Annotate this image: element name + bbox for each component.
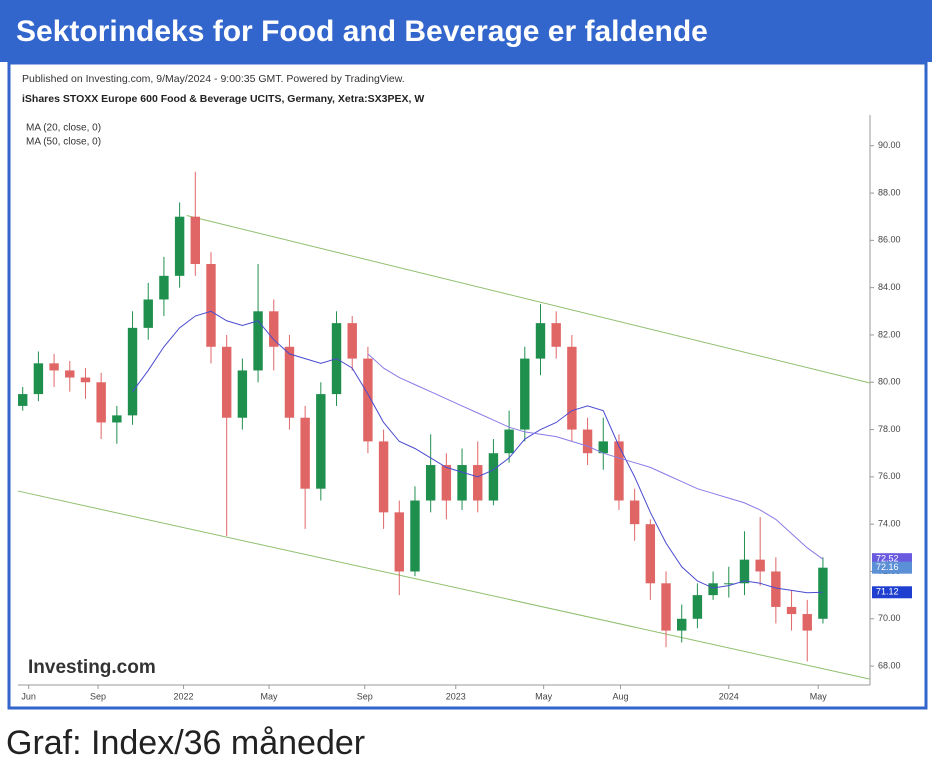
y-tick-label: 82.00 [878, 329, 901, 339]
x-tick-label: 2022 [174, 691, 194, 701]
x-tick-label: 2024 [719, 691, 739, 701]
y-tick-label: 74.00 [878, 519, 901, 529]
candle-body [221, 346, 232, 418]
candle-body [677, 618, 687, 631]
candle-body [661, 583, 671, 631]
price-label: 72.52 [876, 554, 899, 564]
title: Sektorindeks for Food and Beverage er fa… [16, 15, 708, 48]
candle-body [49, 363, 59, 371]
title-bar [0, 0, 932, 62]
candle-body [755, 559, 765, 572]
channel-line [17, 490, 871, 680]
candle-body [65, 370, 75, 378]
candle-body [269, 311, 279, 347]
y-tick-label: 80.00 [878, 377, 901, 387]
x-tick-label: Jun [21, 691, 36, 701]
candle-body [567, 346, 577, 430]
candle-body [143, 299, 153, 328]
price-label-box [872, 586, 912, 599]
candle-body [378, 441, 389, 513]
candle-body [316, 394, 326, 489]
legend-entry: MA (50, close, 0) [26, 137, 101, 148]
candle-body [614, 441, 624, 501]
candle-body [441, 465, 452, 501]
candle-body [174, 216, 185, 276]
candle-body [818, 567, 828, 619]
y-tick-label: 86.00 [878, 235, 901, 245]
y-tick-label: 70.00 [878, 613, 901, 623]
y-tick-label: 68.00 [878, 660, 901, 670]
y-tick-label: 90.00 [878, 140, 901, 150]
candle-body [18, 394, 28, 406]
candle-body [520, 358, 530, 430]
candle-body [551, 323, 561, 347]
candle-body [410, 500, 420, 572]
candle-body [363, 358, 373, 442]
candle-body [159, 275, 169, 300]
candle-body [80, 377, 91, 383]
subtitle: iShares STOXX Europe 600 Food & Beverage… [22, 93, 424, 105]
channel-line [186, 215, 871, 384]
x-tick-label: Aug [613, 691, 629, 701]
x-tick-label: May [810, 691, 828, 701]
candle-body [771, 571, 781, 607]
ma-line [367, 353, 824, 560]
candle-body [692, 595, 703, 619]
candle-body [190, 216, 201, 265]
candle-body [112, 415, 122, 423]
candle-body [739, 559, 750, 584]
x-tick-label: Sep [90, 691, 106, 701]
candle-body [535, 323, 546, 359]
candle-body [253, 311, 263, 371]
y-tick-label: 76.00 [878, 471, 901, 481]
candle-body [127, 327, 138, 416]
candle-body [237, 370, 248, 418]
x-tick-label: May [535, 691, 553, 701]
candle-body [504, 429, 514, 454]
source: Published on Investing.com, 9/May/2024 -… [22, 73, 405, 85]
candle-body [488, 453, 499, 501]
price-label-box [872, 561, 912, 574]
y-tick-label: 88.00 [878, 187, 901, 197]
candle-body [394, 512, 404, 572]
caption: Graf: Index/36 måneder [6, 724, 365, 762]
candle-body [629, 500, 640, 525]
candle-body [645, 524, 656, 584]
candle-body [786, 606, 797, 615]
candle-body [96, 382, 106, 423]
candle-body [284, 346, 295, 418]
y-tick-label: 78.00 [878, 424, 901, 434]
price-label: 72.16 [876, 562, 899, 572]
candle-body [802, 614, 812, 631]
x-tick-label: 2023 [446, 691, 466, 701]
y-tick-label: 84.00 [878, 282, 901, 292]
price-label: 71.12 [876, 587, 899, 597]
x-tick-label: Sep [357, 691, 373, 701]
candle-body [33, 363, 44, 395]
legend-entry: MA (20, close, 0) [26, 123, 101, 134]
candle-body [347, 323, 357, 359]
candle-body [300, 417, 310, 489]
candle-body [457, 465, 467, 501]
x-tick-label: May [261, 691, 279, 701]
ma-line [132, 310, 823, 594]
candle-body [598, 441, 608, 454]
candle-body [724, 583, 734, 585]
candle-body [425, 465, 436, 501]
candle-body [206, 264, 216, 347]
candle-body [473, 465, 483, 501]
logo: Investing.com [28, 657, 156, 678]
candle-body [582, 429, 593, 454]
candle-body [708, 583, 718, 596]
